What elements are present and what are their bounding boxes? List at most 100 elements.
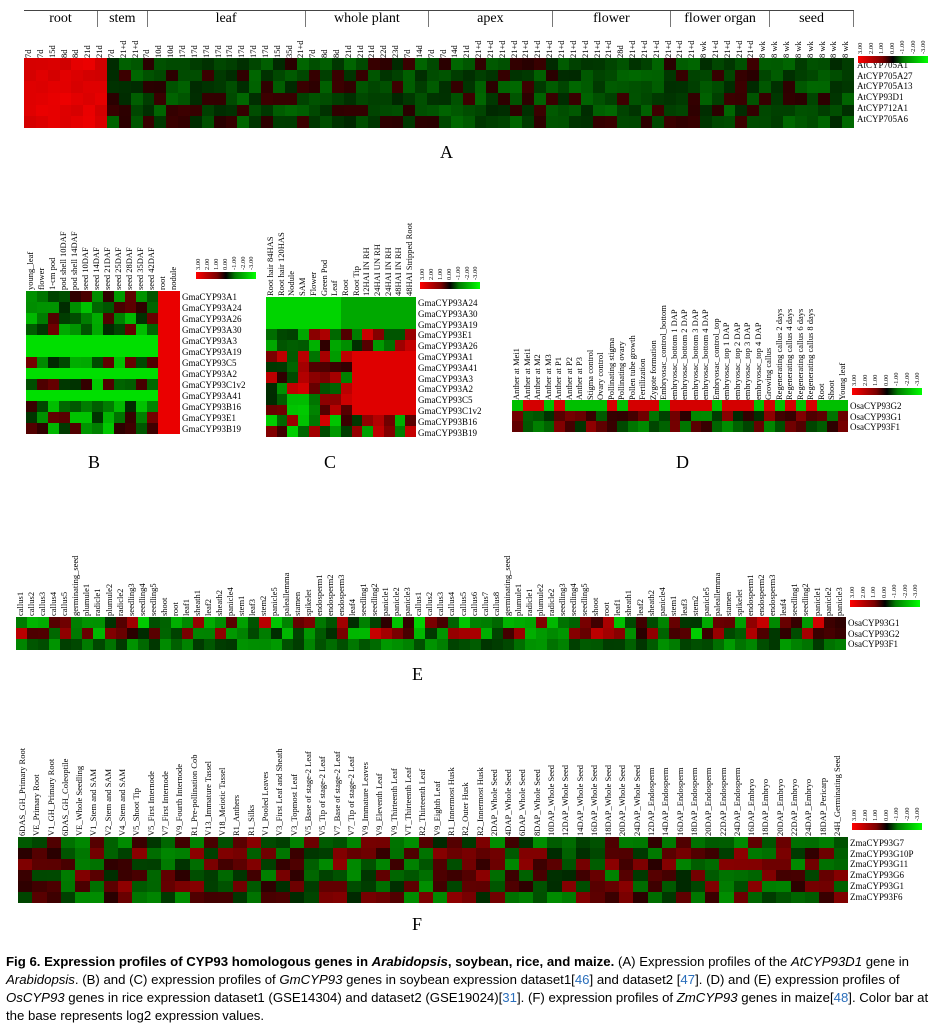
heatmap-cell bbox=[593, 116, 605, 128]
heatmap-cell bbox=[48, 357, 59, 368]
heatmap-cell bbox=[314, 617, 326, 628]
column-label: 48HAI Stripped Root bbox=[405, 222, 415, 296]
heatmap-cell bbox=[287, 383, 299, 394]
caption-gene3: OsCYP93 bbox=[6, 990, 65, 1005]
heatmap-cell bbox=[613, 639, 625, 650]
heatmap-cell bbox=[204, 639, 216, 650]
heatmap-cell bbox=[249, 69, 262, 82]
column-label: Green Pod bbox=[319, 259, 329, 296]
heatmap-cell bbox=[115, 617, 127, 628]
heatmap-cell bbox=[624, 617, 636, 628]
heatmap-cell bbox=[842, 104, 854, 117]
heatmap-cell bbox=[669, 421, 680, 432]
heatmap-cell bbox=[687, 81, 700, 93]
caption-ref-link[interactable]: 46 bbox=[574, 972, 590, 987]
heatmap-cell bbox=[747, 69, 760, 82]
column-label: young_leaf bbox=[26, 251, 35, 290]
heatmap-cell bbox=[304, 837, 319, 848]
column-label: 24DAP_Endosperm bbox=[732, 767, 742, 836]
column-label: Anther at Mei1 bbox=[512, 348, 521, 400]
column-label: Shoot bbox=[827, 380, 836, 400]
heatmap-cell bbox=[785, 400, 796, 411]
column-label: R2_Outer Husk bbox=[461, 782, 471, 836]
heatmap-cell bbox=[447, 848, 462, 859]
heatmap-cell bbox=[308, 426, 320, 437]
heatmap-cell bbox=[332, 848, 348, 859]
heatmap-cell bbox=[367, 104, 380, 117]
column-label: pod shell 10DAF bbox=[59, 231, 68, 290]
heatmap-cell bbox=[659, 421, 670, 432]
heatmap-cell bbox=[47, 81, 60, 93]
heatmap-cell bbox=[640, 104, 653, 117]
heatmap-cell bbox=[735, 116, 748, 128]
row-label: GmaCYP93A1 bbox=[418, 351, 474, 362]
caption-ref-link[interactable]: 31 bbox=[502, 990, 517, 1005]
panelA-group-header: root stem leaf whole plant apex flower flower … bbox=[24, 10, 854, 27]
heatmap-cell bbox=[383, 426, 395, 437]
caption-ref-link[interactable]: 48 bbox=[833, 990, 849, 1005]
heatmap-cell bbox=[732, 400, 743, 411]
heatmap-cell bbox=[362, 318, 374, 330]
heatmap-cell bbox=[332, 881, 348, 892]
heatmap-cell bbox=[403, 81, 416, 93]
heatmap-cell bbox=[232, 859, 247, 870]
heatmap-cell bbox=[834, 617, 846, 628]
heatmap-cell bbox=[320, 81, 333, 93]
heatmap-cell bbox=[633, 837, 648, 848]
heatmap-cell bbox=[569, 639, 581, 650]
heatmap-cell bbox=[367, 116, 380, 128]
heatmap-cell bbox=[491, 639, 503, 650]
heatmap-cell bbox=[616, 93, 629, 105]
heatmap-cell bbox=[564, 410, 575, 422]
colorbar-tick: 3.00 bbox=[851, 374, 858, 386]
heatmap-cell bbox=[201, 93, 214, 105]
heatmap-cell bbox=[284, 81, 297, 93]
caption-ref-link[interactable]: 47 bbox=[680, 972, 696, 987]
heatmap-cell bbox=[38, 628, 50, 639]
row-label: ZmaCYP93G7 bbox=[850, 838, 904, 848]
heatmap-cell bbox=[379, 93, 392, 105]
heatmap-cell bbox=[812, 628, 824, 639]
heatmap-cell bbox=[596, 410, 607, 422]
heatmap-cell bbox=[225, 58, 238, 70]
heatmap-cell bbox=[341, 372, 352, 384]
heatmap-cell bbox=[26, 401, 37, 412]
column-label: callus3 bbox=[38, 591, 48, 616]
heatmap-cell bbox=[687, 69, 700, 82]
heatmap-cell bbox=[762, 870, 777, 881]
heatmap-cell bbox=[427, 116, 439, 128]
heatmap-cell bbox=[806, 116, 819, 128]
heatmap-cell bbox=[272, 116, 285, 128]
heatmap-cell bbox=[498, 81, 511, 93]
colorbar-tick: 3.00 bbox=[419, 268, 426, 280]
heatmap-cell bbox=[403, 116, 416, 128]
heatmap-cell bbox=[782, 104, 795, 117]
colorbar-tick: 2.00 bbox=[861, 374, 869, 386]
heatmap-cell bbox=[687, 93, 700, 105]
heatmap-cell bbox=[790, 617, 802, 628]
column-label: Young leaf bbox=[837, 362, 847, 400]
heatmap-cell bbox=[732, 421, 743, 432]
column-label: 21+d bbox=[474, 40, 484, 58]
panelB-label: B bbox=[88, 452, 101, 472]
heatmap-cell bbox=[218, 892, 233, 903]
heatmap-cell bbox=[561, 848, 577, 859]
heatmap-cell bbox=[747, 81, 760, 93]
heatmap-cell bbox=[147, 324, 158, 335]
heatmap-cell bbox=[281, 639, 293, 650]
heatmap-cell bbox=[762, 881, 777, 892]
heatmap-cell bbox=[89, 870, 104, 881]
heatmap-cell bbox=[450, 69, 463, 82]
heatmap-cell bbox=[533, 421, 544, 432]
heatmap-cell bbox=[522, 400, 533, 411]
heatmap-cell bbox=[154, 104, 167, 117]
heatmap-cell bbox=[806, 421, 817, 432]
heatmap-cell bbox=[83, 93, 96, 105]
column-label: 21+d bbox=[580, 40, 590, 58]
column-label: panicle2 bbox=[823, 587, 833, 616]
heatmap-cell bbox=[383, 297, 395, 308]
heatmap-cell bbox=[332, 892, 348, 903]
heatmap-cell bbox=[585, 400, 596, 411]
heatmap-cell bbox=[37, 390, 48, 401]
heatmap-cell bbox=[92, 335, 103, 346]
